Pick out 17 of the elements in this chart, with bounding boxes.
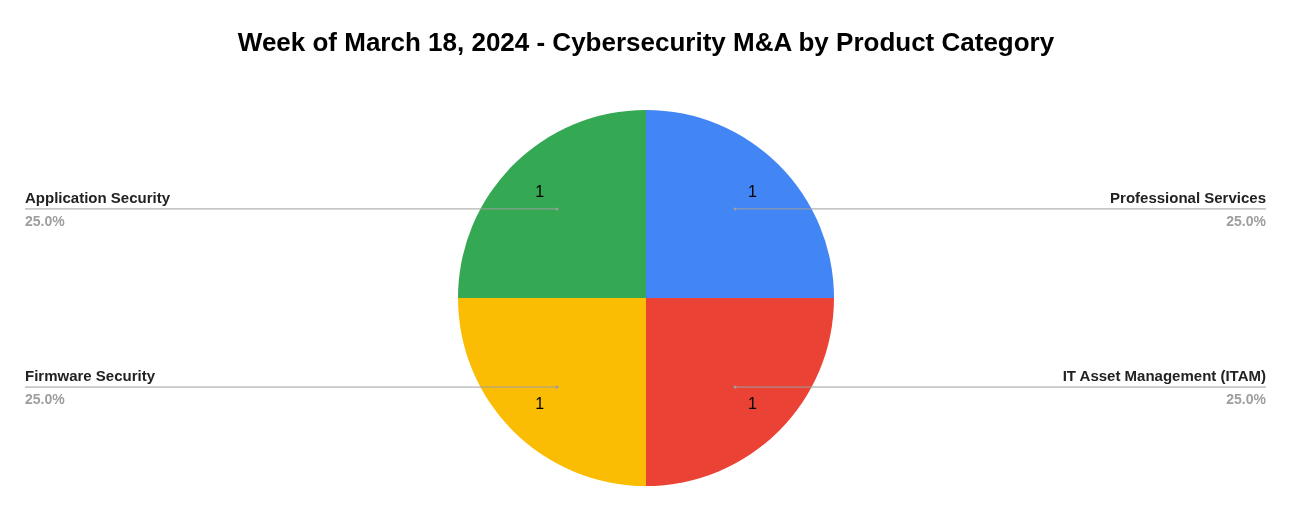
slice-label: Application Security	[25, 188, 171, 206]
slice-label: IT Asset Management (ITAM)	[1062, 367, 1266, 385]
slice-label: Firmware Security	[25, 367, 156, 385]
data-label: 1	[535, 182, 545, 200]
text: 25.0%	[1226, 212, 1267, 229]
text: 25.0%	[25, 391, 66, 408]
chart-title: Week of March 18, 2024 - Cybersecurity M&A by Product Category	[237, 27, 1055, 57]
text: 25.0%	[1226, 391, 1267, 408]
data-label: 1	[535, 395, 545, 413]
text: 25.0%	[25, 212, 66, 229]
pie-slice	[646, 110, 834, 298]
pie-slice	[458, 298, 646, 486]
data-label: 1	[747, 182, 757, 200]
pie-slice	[458, 110, 646, 298]
data-label: 1	[747, 395, 757, 413]
pie-slice	[646, 298, 834, 486]
slice-label: Professional Services	[1110, 188, 1266, 206]
